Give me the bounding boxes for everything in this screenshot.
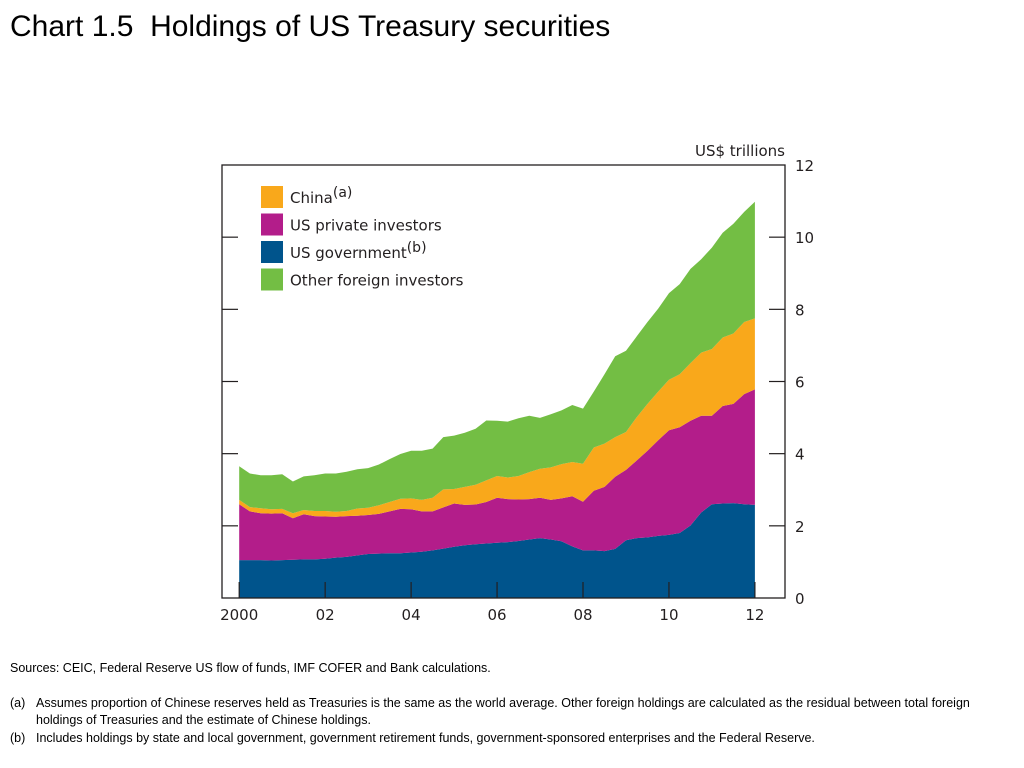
y-tick-label: 0 [795, 590, 805, 608]
stacked-areas [239, 201, 755, 598]
x-tick-label: 2000 [220, 606, 258, 624]
x-tick-label: 12 [745, 606, 764, 624]
footnote-b: (b) Includes holdings by state and local… [10, 730, 990, 747]
area-us-private-investors [239, 389, 755, 561]
x-tick-label: 02 [316, 606, 335, 624]
legend-swatch-us-government [261, 241, 283, 263]
footnote-a: (a) Assumes proportion of Chinese reserv… [10, 695, 990, 729]
x-tick-label: 08 [573, 606, 592, 624]
y-axis-unit-label: US$ trillions [695, 142, 785, 160]
footnote-a-mark: (a) [10, 696, 26, 710]
legend-swatch-us-private-investors [261, 213, 283, 236]
footnote-a-text: Assumes proportion of Chinese reserves h… [36, 696, 970, 727]
footnote-b-mark: (b) [10, 731, 26, 745]
area-other-foreign-investors [239, 201, 755, 514]
footnote-b-text: Includes holdings by state and local gov… [36, 731, 815, 745]
legend-swatch-china [261, 186, 283, 208]
x-tick-label: 06 [488, 606, 507, 624]
legend-swatch-other-foreign-investors [261, 268, 283, 291]
y-tick-label: 4 [795, 446, 805, 464]
y-tick-label: 12 [795, 157, 814, 175]
area-us-government [239, 503, 755, 598]
y-tick-label: 6 [795, 374, 805, 392]
y-tick-label: 8 [795, 301, 805, 319]
x-tick-label: 10 [659, 606, 678, 624]
legend-label-us-government: US government(b) [290, 240, 427, 262]
area-china [239, 318, 755, 519]
y-tick-label: 10 [795, 229, 814, 247]
sources-note: Sources: CEIC, Federal Reserve US flow o… [10, 661, 491, 675]
legend-label-other-foreign-investors: Other foreign investors [290, 272, 464, 290]
x-tick-label: 04 [402, 606, 421, 624]
legend: China(a) US private investors US governmen… [261, 185, 464, 291]
chart-title: Chart 1.5 Holdings of US Treasury securi… [10, 10, 611, 43]
legend-label-china: China(a) [290, 185, 352, 207]
y-tick-label: 2 [795, 518, 805, 536]
legend-label-us-private-investors: US private investors [290, 217, 442, 235]
